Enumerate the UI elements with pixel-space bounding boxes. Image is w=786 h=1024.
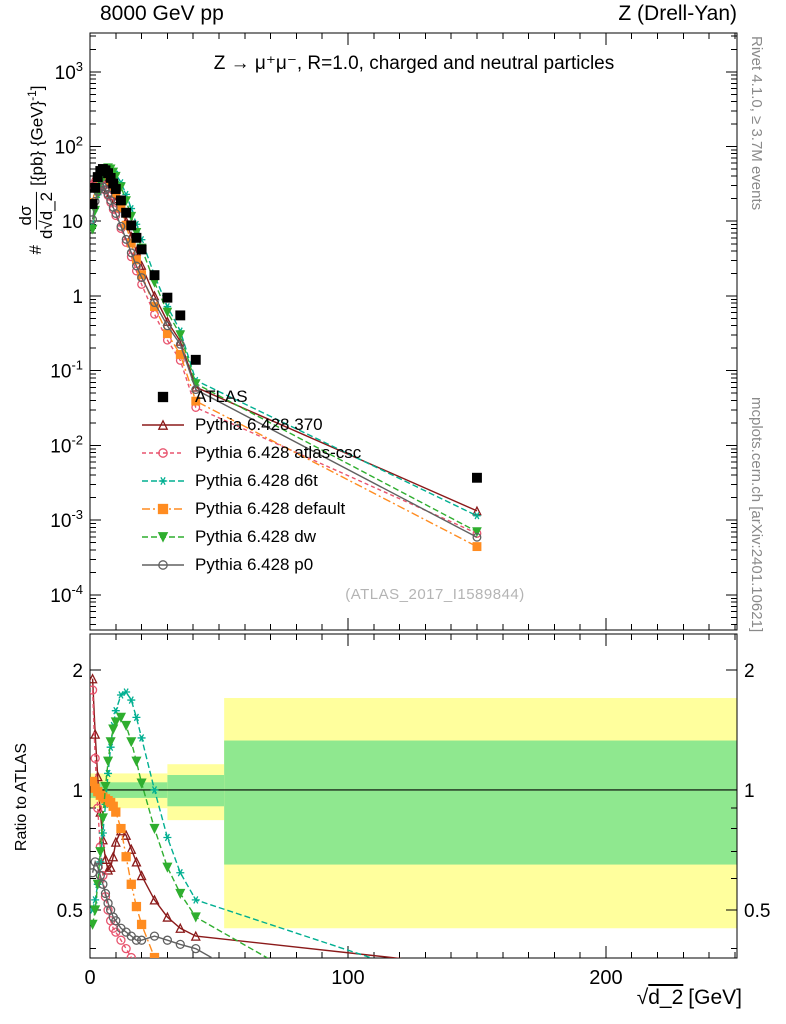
ylabel-denominator: d√d_2 [36, 191, 56, 240]
legend-item: Pythia 6.428 default [140, 495, 361, 523]
tick-label: 1 [72, 287, 83, 308]
tick-label: 200 [589, 967, 622, 989]
legend-label: Pythia 6.428 370 [195, 415, 323, 434]
legend-marker [142, 419, 184, 430]
x-variable: d_2 [648, 986, 684, 1009]
x-unit: [GeV] [688, 986, 742, 1009]
ylabel-numerator: dσ [15, 201, 37, 230]
tick-label: 10-3 [50, 507, 83, 532]
legend-label: Pythia 6.428 d6t [195, 471, 318, 490]
legend-item: Pythia 6.428 p0 [140, 551, 361, 579]
legend-label: ATLAS [195, 387, 248, 406]
ylabel-units: [{pb} {GeV}-1] [24, 85, 47, 186]
legend-marker [142, 503, 184, 515]
tick-label: 10-1 [50, 358, 83, 383]
legend-item: Pythia 6.428 370 [140, 411, 361, 439]
legend-marker [142, 532, 184, 543]
tick-label: 103 [55, 59, 83, 84]
sqrt-sign: √ [636, 986, 649, 1009]
tick-label: 100 [331, 967, 364, 989]
tick-label: 10 [62, 212, 83, 233]
legend-item: Pythia 6.428 d6t [140, 467, 361, 495]
tick-label: 10-2 [50, 432, 83, 457]
tick-label: 0.5 [57, 901, 83, 922]
mcplots-arxiv-note: mcplots.cern.ch [arXiv:2401.10621] [748, 396, 765, 632]
tick-label: 1 [72, 781, 83, 802]
tick-label: 102 [55, 134, 83, 159]
legend-item: Pythia 6.428 atlas-csc [140, 439, 361, 467]
legend-label: Pythia 6.428 dw [195, 527, 316, 546]
tick-label: 2 [72, 661, 83, 682]
legend-label: Pythia 6.428 atlas-csc [195, 443, 362, 462]
ylabel-prefix: # [26, 245, 45, 255]
legend-label: Pythia 6.428 p0 [195, 555, 314, 574]
beam-energy-label: 8000 GeV pp [100, 2, 224, 25]
legend-marker [142, 560, 184, 570]
process-label: Z (Drell-Yan) [618, 2, 737, 25]
plot-title: Z → μ⁺μ⁻, R=1.0, charged and neutral par… [213, 53, 615, 74]
tick-label: 0.5 [744, 901, 770, 922]
tick-label: 1 [744, 781, 755, 802]
tick-label: 10-4 [50, 582, 83, 607]
rivet-version-note: Rivet 4.1.0, ≥ 3.7M events [748, 36, 765, 211]
ratio-y-axis-label: Ratio to ATLAS [13, 742, 30, 852]
tick-label: 0 [84, 967, 95, 989]
legend-label: Pythia 6.428 default [195, 499, 346, 518]
x-axis-label: √d_2 [GeV] [637, 986, 742, 1010]
legend-item: Pythia 6.428 dw [140, 523, 361, 551]
legend-item: ATLAS [140, 383, 361, 411]
legend-marker [157, 391, 169, 403]
ylabel-fraction: dσ d√d_2 [15, 191, 56, 240]
legend: ATLAS Pythia 6.428 370 Pythia 6.428 atlas-… [140, 383, 361, 579]
main-y-axis-label: # dσ d√d_2 [{pb} {GeV}-1] [15, 85, 56, 255]
analysis-id-watermark: (ATLAS_2017_I1589844) [345, 586, 525, 603]
legend-marker [142, 448, 184, 458]
tick-label: 2 [744, 661, 755, 682]
legend-marker [142, 477, 184, 485]
